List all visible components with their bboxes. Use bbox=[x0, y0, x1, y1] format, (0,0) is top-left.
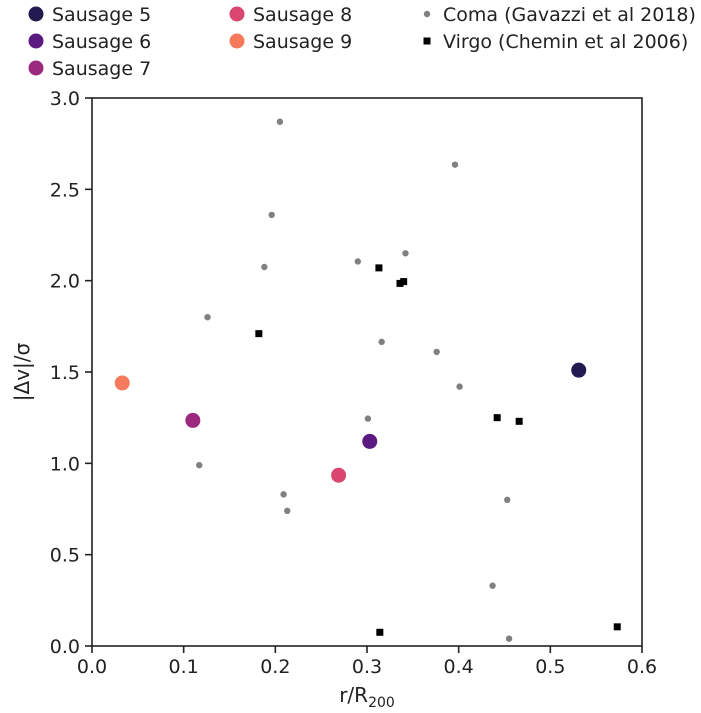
x-tick-label: 0.3 bbox=[352, 656, 382, 678]
point-coma-gavazzi-et-al-2018 bbox=[451, 161, 459, 168]
x-axis: 0.0 0.1 0.2 0.3 0.4 0.5 0.6 bbox=[77, 646, 657, 678]
point-coma-gavazzi-et-al-2018 bbox=[284, 507, 291, 515]
x-tick-label: 0.1 bbox=[169, 656, 199, 678]
x-tick-label: 0.5 bbox=[535, 656, 565, 678]
point-virgo-chemin-et-al-2006 bbox=[400, 278, 408, 286]
point-coma-gavazzi-et-al-2018 bbox=[204, 314, 211, 321]
point-coma-gavazzi-et-al-2018 bbox=[489, 582, 496, 589]
legend-label-virgo-chemin-et-al-2006: Virgo (Chemin et al 2006) bbox=[443, 31, 688, 53]
legend-label-sausage-5: Sausage 5 bbox=[52, 4, 151, 26]
point-sausage-7 bbox=[185, 412, 201, 428]
legend-label-sausage-7: Sausage 7 bbox=[52, 58, 151, 80]
point-coma-gavazzi-et-al-2018 bbox=[354, 258, 362, 265]
point-coma-gavazzi-et-al-2018 bbox=[268, 211, 275, 219]
y-tick-label: 0.5 bbox=[50, 545, 80, 567]
point-virgo-chemin-et-al-2006 bbox=[375, 264, 383, 272]
legend: Sausage 5 Sausage 6 Sausage 7 Sausage 8 Saus… bbox=[28, 4, 696, 80]
point-coma-gavazzi-et-al-2018 bbox=[433, 348, 440, 356]
x-tick-label: 0.6 bbox=[627, 656, 657, 678]
legend-marker-sausage-9 bbox=[229, 33, 245, 49]
y-tick-label: 0.0 bbox=[50, 636, 80, 658]
point-coma-gavazzi-et-al-2018 bbox=[378, 338, 385, 346]
y-tick-label: 3.0 bbox=[50, 88, 80, 110]
point-virgo-chemin-et-al-2006 bbox=[396, 279, 404, 287]
point-coma-gavazzi-et-al-2018 bbox=[456, 383, 463, 390]
point-virgo-chemin-et-al-2006 bbox=[255, 330, 263, 338]
legend-label-sausage-8: Sausage 8 bbox=[253, 4, 352, 26]
point-coma-gavazzi-et-al-2018 bbox=[261, 263, 268, 271]
legend-label-coma-gavazzi-et-al-2018: Coma (Gavazzi et al 2018) bbox=[443, 4, 696, 26]
point-coma-gavazzi-et-al-2018 bbox=[364, 415, 372, 422]
y-tick-label: 2.0 bbox=[50, 271, 80, 293]
y-tick-label: 1.5 bbox=[50, 362, 80, 384]
point-virgo-chemin-et-al-2006 bbox=[376, 628, 384, 636]
plot-area bbox=[114, 118, 621, 642]
x-tick-label: 0.2 bbox=[260, 656, 290, 678]
legend-marker-sausage-7 bbox=[28, 60, 44, 76]
point-coma-gavazzi-et-al-2018 bbox=[504, 496, 511, 504]
plot-frame bbox=[91, 97, 643, 647]
point-sausage-8 bbox=[331, 467, 347, 483]
x-axis-label-subscript: 200 bbox=[368, 695, 395, 711]
x-axis-label: r/R200 bbox=[339, 683, 395, 711]
legend-label-sausage-6: Sausage 6 bbox=[52, 31, 151, 53]
legend-marker-coma-gavazzi-et-al-2018 bbox=[423, 10, 431, 18]
point-coma-gavazzi-et-al-2018 bbox=[280, 491, 287, 498]
legend-marker-sausage-6 bbox=[28, 33, 44, 49]
y-tick-label: 1.0 bbox=[50, 453, 80, 475]
x-tick-label: 0.0 bbox=[77, 656, 107, 678]
x-tick-label: 0.4 bbox=[444, 656, 474, 678]
y-axis: 0.0 0.5 1.0 1.5 2.0 2.5 3.0 bbox=[50, 88, 92, 658]
legend-marker-sausage-8 bbox=[229, 6, 245, 22]
point-virgo-chemin-et-al-2006 bbox=[613, 623, 621, 631]
point-coma-gavazzi-et-al-2018 bbox=[276, 118, 284, 125]
legend-marker-sausage-5 bbox=[28, 6, 44, 22]
legend-marker-virgo-chemin-et-al-2006 bbox=[423, 37, 431, 45]
point-virgo-chemin-et-al-2006 bbox=[493, 414, 501, 422]
point-coma-gavazzi-et-al-2018 bbox=[505, 635, 513, 642]
point-sausage-5 bbox=[571, 362, 587, 378]
point-virgo-chemin-et-al-2006 bbox=[515, 417, 523, 425]
point-coma-gavazzi-et-al-2018 bbox=[196, 461, 203, 469]
point-coma-gavazzi-et-al-2018 bbox=[402, 250, 409, 257]
point-sausage-9 bbox=[114, 375, 130, 391]
y-axis-label: |Δv|/σ bbox=[10, 342, 34, 401]
y-tick-label: 2.5 bbox=[50, 179, 80, 201]
point-sausage-6 bbox=[362, 433, 378, 449]
legend-label-sausage-9: Sausage 9 bbox=[253, 31, 352, 53]
